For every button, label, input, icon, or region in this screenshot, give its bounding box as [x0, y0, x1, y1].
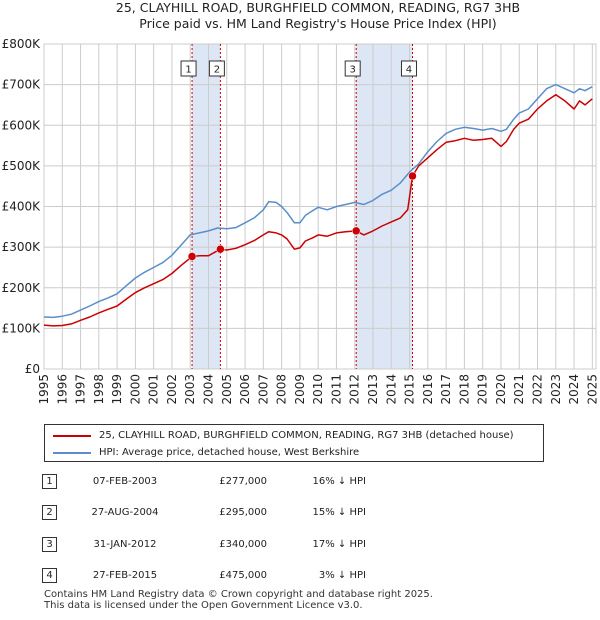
sale-number-badge: 3: [42, 537, 57, 552]
sale-point: [408, 171, 417, 181]
x-tick-label: 2002: [165, 374, 179, 405]
sale-point: [187, 252, 197, 261]
sale-number-badge: 4: [42, 568, 57, 583]
x-tick-label: 2011: [329, 374, 343, 405]
series-line-hpi: [43, 83, 593, 319]
x-tick-label: 2006: [238, 374, 252, 405]
sale-label-box: [344, 60, 361, 77]
legend-blue-line: [53, 451, 91, 454]
sale-row: 2 27-AUG-2004 £295,000 15% ↓ HPI: [40, 505, 400, 525]
sale-hpi-diff: 3% ↓ HPI: [318, 570, 366, 581]
y-tick-label: £100K: [2, 321, 42, 335]
legend-item-hpi: HPI: Average price, detached house, West…: [53, 447, 359, 458]
sale-label-number: 2: [214, 65, 220, 76]
x-tick-label: 2017: [439, 374, 453, 405]
x-tick-label: 1995: [37, 374, 51, 405]
x-tick-label: 2007: [256, 374, 270, 405]
sale-hpi-diff: 16% ↓ HPI: [312, 476, 366, 487]
legend-red-line: [53, 434, 91, 437]
x-tick-label: 2019: [476, 374, 490, 405]
x-tick-label: 2009: [293, 374, 307, 405]
x-tick-label: 2004: [202, 374, 216, 405]
x-tick-label: 2001: [147, 374, 161, 405]
x-tick-label: 2010: [311, 374, 325, 405]
sale-label-number: 4: [406, 65, 412, 76]
y-tick-label: £400K: [2, 200, 42, 214]
sale-row: 1 07-FEB-2003 £277,000 16% ↓ HPI: [40, 474, 400, 494]
sale-number-badge: 2: [42, 505, 57, 520]
x-tick-label: 1999: [110, 374, 124, 405]
sale-date: 27-FEB-2015: [92, 570, 158, 581]
sale-row: 3 31-JAN-2012 £340,000 17% ↓ HPI: [40, 537, 400, 557]
y-tick-label: £500K: [2, 159, 42, 173]
chart: 25, CLAYHILL ROAD, BURGHFIELD COMMON, RE…: [2, 0, 600, 405]
footer: Contains HM Land Registry data © Crown c…: [44, 589, 433, 611]
sale-label-box: [400, 60, 417, 77]
x-tick-label: 2021: [512, 374, 526, 405]
x-tick-label: 2005: [220, 374, 234, 405]
legend-property-label: 25, CLAYHILL ROAD, BURGHFIELD COMMON, RE…: [99, 430, 514, 441]
x-tick-label: 1997: [74, 374, 88, 405]
x-tick-label: 2012: [348, 374, 362, 405]
sale-point: [351, 226, 361, 236]
y-tick-label: £600K: [2, 118, 42, 132]
x-tick-label: 2013: [366, 374, 380, 405]
sale-label-box: [180, 60, 197, 77]
x-tick-label: 2016: [421, 374, 435, 405]
sale-label-box: [208, 60, 225, 77]
x-tick-label: 2020: [494, 374, 508, 405]
x-tick-label: 2003: [183, 374, 197, 405]
legend: 25, CLAYHILL ROAD, BURGHFIELD COMMON, RE…: [44, 424, 544, 462]
chart-title: 25, CLAYHILL ROAD, BURGHFIELD COMMON, RE…: [116, 0, 520, 15]
legend-item-property: 25, CLAYHILL ROAD, BURGHFIELD COMMON, RE…: [53, 430, 514, 441]
x-tick-label: 2025: [585, 374, 599, 405]
sale-date: 27-AUG-2004: [91, 507, 159, 518]
sale-price: £475,000: [219, 570, 267, 581]
footer-copyright: Contains HM Land Registry data © Crown c…: [44, 589, 433, 600]
sale-price: £277,000: [219, 476, 267, 487]
y-tick-label: £300K: [2, 240, 42, 254]
x-tick-label: 2015: [403, 374, 417, 405]
sale-label-number: 1: [185, 65, 191, 76]
sale-price: £295,000: [219, 507, 267, 518]
sale-hpi-diff: 15% ↓ HPI: [312, 507, 366, 518]
sale-hpi-diff: 17% ↓ HPI: [312, 539, 366, 550]
x-tick-label: 2014: [384, 374, 398, 405]
y-tick-label: £0: [25, 362, 40, 376]
sale-price: £340,000: [219, 539, 267, 550]
sale-label-number: 3: [350, 65, 356, 76]
y-tick-label: £700K: [2, 78, 42, 92]
sale-row: 4 27-FEB-2015 £475,000 3% ↓ HPI: [40, 568, 400, 588]
x-tick-label: 2022: [531, 374, 545, 405]
y-tick-label: £200K: [2, 281, 42, 295]
legend-hpi-label: HPI: Average price, detached house, West…: [99, 447, 360, 458]
x-tick-label: 2018: [457, 374, 471, 405]
x-tick-label: 2023: [549, 374, 563, 405]
sale-point: [216, 244, 225, 254]
x-tick-label: 1998: [92, 374, 106, 405]
chart-subtitle: Price paid vs. HM Land Registry's House …: [139, 16, 496, 31]
sale-number-badge: 1: [42, 474, 57, 489]
sale-date: 07-FEB-2003: [92, 476, 158, 487]
x-tick-label: 1996: [55, 374, 69, 405]
sale-date: 31-JAN-2012: [93, 539, 157, 550]
x-tick-label: 2024: [567, 374, 581, 405]
y-tick-label: £800K: [2, 37, 42, 51]
x-tick-label: 2008: [275, 374, 289, 405]
plot-frame: [43, 43, 597, 370]
footer-licence: This data is licensed under the Open Gov…: [44, 600, 363, 611]
series-line-property: [43, 94, 593, 327]
x-tick-label: 2000: [128, 374, 142, 405]
